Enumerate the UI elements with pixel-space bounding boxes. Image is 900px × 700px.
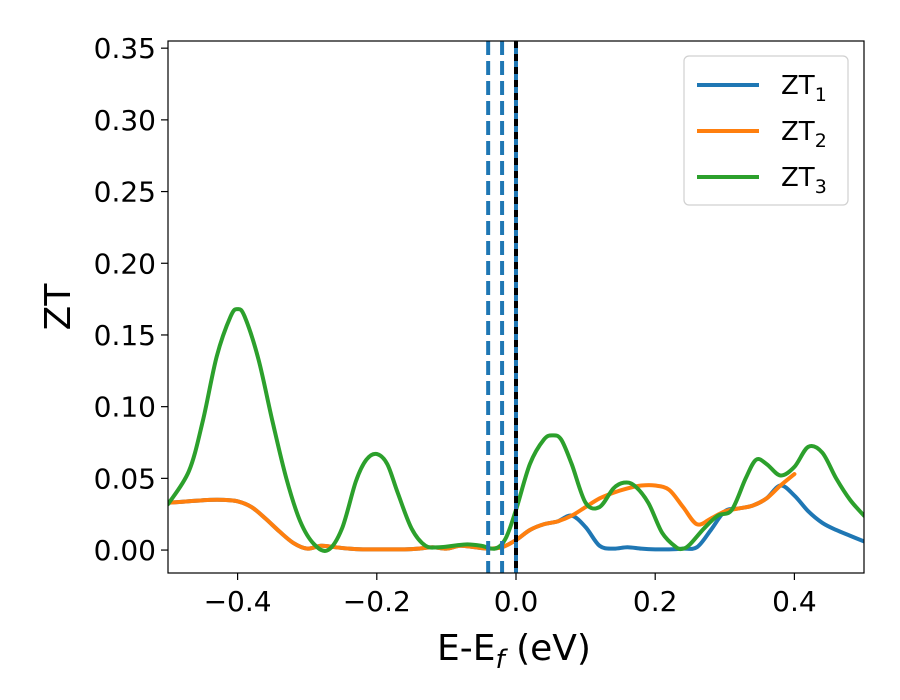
x-axis-ticks: −0.4 −0.2 0.0 0.2 0.4	[204, 573, 817, 618]
y-tick-label: 0.15	[94, 319, 156, 352]
y-tick-label: 0.10	[94, 391, 156, 424]
y-tick-label: 0.05	[94, 462, 156, 495]
legend-box	[683, 55, 849, 206]
y-axis-ticks: 0.00 0.05 0.10 0.15 0.20 0.25 0.30 0.35	[94, 32, 168, 567]
x-tick-label: 0.0	[494, 585, 539, 618]
x-axis-label: E-Ef (eV)	[437, 628, 591, 675]
legend-label-subscript: 2	[815, 130, 827, 152]
legend-label-main: ZT	[781, 117, 815, 147]
x-tick-label: 0.4	[772, 585, 817, 618]
x-axis-label-unit: (eV)	[505, 628, 591, 669]
legend-label-main: ZT	[781, 163, 815, 193]
legend-label-subscript: 1	[815, 84, 827, 106]
legend-label-zt1: ZT1	[781, 71, 827, 106]
legend-label-main: ZT	[781, 71, 815, 101]
x-tick-label: −0.4	[204, 585, 272, 618]
y-axis-label: ZT	[38, 283, 79, 331]
legend-label-zt3: ZT3	[781, 163, 827, 198]
fermi-level-markers	[486, 41, 518, 573]
legend-label-subscript: 3	[815, 176, 827, 198]
series-line-zt2	[168, 472, 797, 552]
y-tick-label: 0.00	[94, 534, 156, 567]
y-tick-label: 0.35	[94, 32, 156, 65]
y-tick-label: 0.30	[94, 104, 156, 137]
series-line-zt3	[168, 307, 864, 553]
x-tick-label: −0.2	[343, 585, 411, 618]
y-tick-label: 0.20	[94, 247, 156, 280]
legend-label-zt2: ZT2	[781, 117, 827, 152]
y-tick-label: 0.25	[94, 176, 156, 209]
x-axis-label-main: E-E	[437, 628, 495, 669]
x-tick-label: 0.2	[633, 585, 678, 618]
